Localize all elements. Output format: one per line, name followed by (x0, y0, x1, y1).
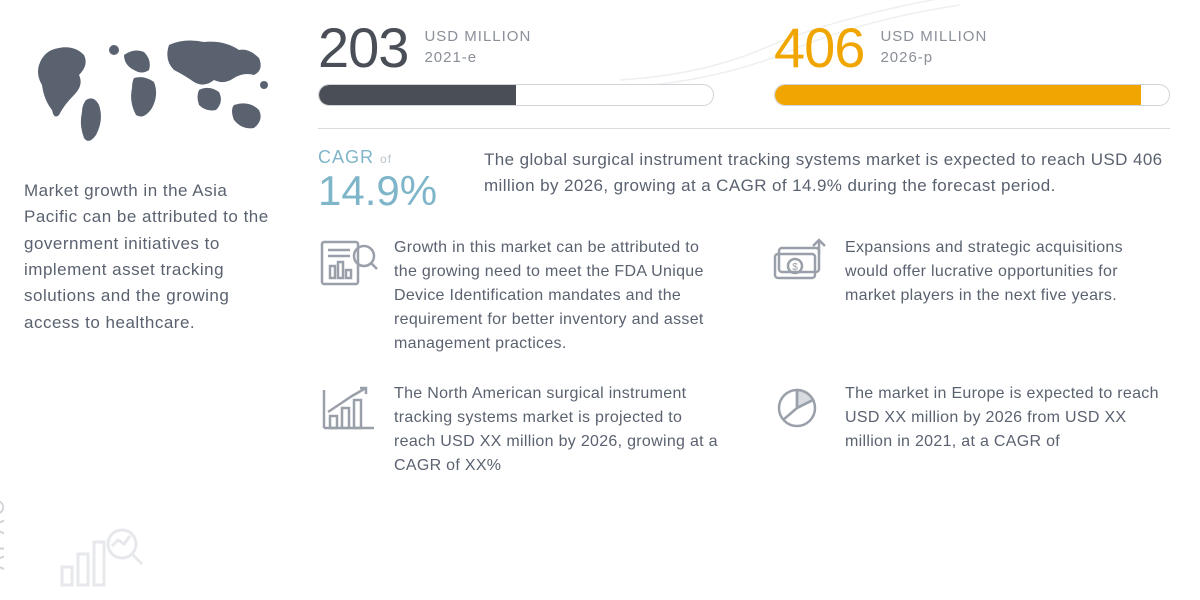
insight-fda: Growth in this market can be attributed … (318, 236, 719, 356)
bar-2026 (774, 84, 1170, 106)
bar-2026-fill (775, 85, 1141, 105)
cagr-box: CAGR of 14.9% (318, 147, 460, 212)
bar-2021 (318, 84, 714, 106)
bar-2021-fill (319, 85, 516, 105)
left-description: Market growth in the Asia Pacific can be… (24, 178, 282, 336)
metrics-row: 203 USD MILLION 2021-e 406 USD MILLION 2… (318, 20, 1170, 76)
insights-grid: Growth in this market can be attributed … (318, 236, 1170, 478)
pie-chart-icon (769, 382, 831, 434)
document-chart-icon (318, 236, 380, 288)
insight-north-america: The North American surgical instrument t… (318, 382, 719, 478)
progress-bars-row (318, 84, 1170, 106)
insight-fda-text: Growth in this market can be attributed … (394, 236, 719, 356)
insight-na-text: The North American surgical instrument t… (394, 382, 719, 478)
metric-2026-value: 406 (774, 20, 864, 76)
insight-expansion-text: Expansions and strategic acquisitions wo… (845, 236, 1170, 308)
insight-europe: The market in Europe is expected to reac… (769, 382, 1170, 478)
cagr-description: The global surgical instrument tracking … (484, 147, 1170, 198)
apac-vertical-label: APAC (0, 496, 10, 570)
money-growth-icon: $ (769, 236, 831, 288)
left-column: Market growth in the Asia Pacific can be… (0, 0, 300, 600)
analytics-icon (54, 522, 144, 592)
world-map-icon (24, 20, 284, 160)
metric-2026-unit: USD MILLION 2026-p (880, 20, 987, 68)
right-column: 203 USD MILLION 2021-e 406 USD MILLION 2… (300, 0, 1200, 600)
cagr-value: 14.9% (318, 170, 460, 212)
insight-eu-text: The market in Europe is expected to reac… (845, 382, 1170, 454)
divider-line (318, 128, 1170, 129)
infographic-container: Market growth in the Asia Pacific can be… (0, 0, 1200, 600)
cagr-row: CAGR of 14.9% The global surgical instru… (318, 147, 1170, 212)
growth-chart-icon (318, 382, 380, 434)
metric-2021: 203 USD MILLION 2021-e (318, 20, 714, 76)
metric-2021-value: 203 (318, 20, 408, 76)
metric-2026: 406 USD MILLION 2026-p (774, 20, 1170, 76)
cagr-label: CAGR of (318, 147, 460, 168)
metric-2021-unit: USD MILLION 2021-e (424, 20, 531, 68)
insight-expansion: $ Expansions and strategic acquisitions … (769, 236, 1170, 356)
